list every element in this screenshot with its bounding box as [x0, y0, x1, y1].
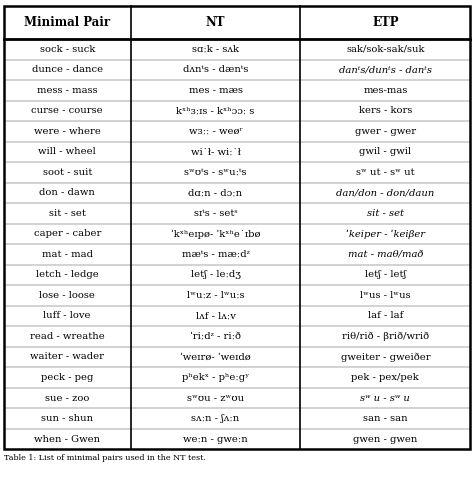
Text: peck - peg: peck - peg	[41, 373, 93, 382]
Text: gweiter - gweiðer: gweiter - gweiðer	[340, 352, 430, 362]
Text: lʌf - lʌːv: lʌf - lʌːv	[196, 312, 236, 320]
Text: san - san: san - san	[363, 414, 408, 423]
Text: sit - set: sit - set	[367, 209, 404, 218]
Text: mes-mas: mes-mas	[363, 86, 408, 95]
Text: mess - mass: mess - mass	[37, 86, 98, 95]
Text: sʷ u - sʷ u: sʷ u - sʷ u	[360, 393, 410, 403]
Text: ETP: ETP	[372, 16, 399, 29]
Text: ˈkˣʰeɪpø- ˈkˣʰe˙ɪbø: ˈkˣʰeɪpø- ˈkˣʰe˙ɪbø	[171, 229, 260, 239]
Text: sun - shun: sun - shun	[41, 414, 93, 423]
Text: sʌːn - ʃʌːn: sʌːn - ʃʌːn	[191, 414, 240, 423]
Text: sɑːk - sʌk: sɑːk - sʌk	[192, 45, 239, 54]
Text: ˈriːdᶻ - riːð: ˈriːdᶻ - riːð	[190, 332, 241, 341]
Text: pʰekˣ - pʰeːgʸ: pʰekˣ - pʰeːgʸ	[182, 373, 249, 382]
Text: NT: NT	[206, 16, 225, 29]
Text: sʷ ut - sʷ ut: sʷ ut - sʷ ut	[356, 168, 415, 177]
Text: sʷʊᵗs - sʷuːᵗs: sʷʊᵗs - sʷuːᵗs	[184, 168, 247, 177]
Text: don - dawn: don - dawn	[39, 188, 95, 197]
Text: weːn - gweːn: weːn - gweːn	[183, 434, 248, 444]
Text: ˈkeiper - ˈkeiβer: ˈkeiper - ˈkeiβer	[346, 229, 425, 239]
Text: lʷus - lʷus: lʷus - lʷus	[360, 291, 410, 300]
Text: danᵗs/dunᵗs - danᵗs: danᵗs/dunᵗs - danᵗs	[339, 65, 432, 75]
Text: sit - set: sit - set	[49, 209, 86, 218]
Text: pek - pex/pek: pek - pex/pek	[352, 373, 419, 382]
Text: dʌnᵗs - dænᵗs: dʌnᵗs - dænᵗs	[183, 65, 248, 75]
Text: ˈweɪrø- ˈweɪdø: ˈweɪrø- ˈweɪdø	[180, 353, 251, 361]
Text: gwil - gwil: gwil - gwil	[359, 148, 411, 156]
Text: when - Gwen: when - Gwen	[34, 434, 100, 444]
Text: mes - mæs: mes - mæs	[189, 86, 243, 95]
Text: kˣʰɜːɪs - kˣʰɔɔː s: kˣʰɜːɪs - kˣʰɔɔː s	[176, 106, 255, 115]
Text: laf - laf: laf - laf	[368, 312, 403, 320]
Text: luff - love: luff - love	[44, 312, 91, 320]
Text: curse - course: curse - course	[31, 106, 103, 115]
Text: waiter - wader: waiter - wader	[30, 353, 104, 361]
Text: dunce - dance: dunce - dance	[32, 65, 103, 75]
Text: mat - maθ/mað: mat - maθ/mað	[347, 250, 423, 259]
Text: were - where: were - where	[34, 127, 100, 136]
Text: sak/sok-sak/suk: sak/sok-sak/suk	[346, 45, 425, 54]
Text: wi˙ł- wiː˙ł: wi˙ł- wiː˙ł	[191, 148, 240, 156]
Text: will - wheel: will - wheel	[38, 148, 96, 156]
Text: riθ/rið - βrið/wrið: riθ/rið - βrið/wrið	[342, 332, 429, 341]
Text: letʃ - letʃ: letʃ - letʃ	[365, 270, 406, 280]
Text: Table 1: List of minimal pairs used in the NT test.: Table 1: List of minimal pairs used in t…	[4, 454, 206, 462]
Text: kers - kors: kers - kors	[359, 106, 412, 115]
Text: sue - zoo: sue - zoo	[45, 393, 90, 403]
Text: mat - mad: mat - mad	[42, 250, 93, 259]
Text: gwen - gwen: gwen - gwen	[353, 434, 418, 444]
Text: dɑːn - dɔːn: dɑːn - dɔːn	[189, 188, 243, 197]
Text: caper - caber: caper - caber	[34, 229, 101, 239]
Text: wɜːː - weøʳ: wɜːː - weøʳ	[189, 127, 243, 136]
Text: lose - loose: lose - loose	[39, 291, 95, 300]
Text: mæᵗs - mæːdᶻ: mæᵗs - mæːdᶻ	[182, 250, 249, 259]
Text: letch - ledge: letch - ledge	[36, 270, 99, 280]
Text: gwer - gwer: gwer - gwer	[355, 127, 416, 136]
Text: Minimal Pair: Minimal Pair	[24, 16, 110, 29]
Text: sʷʊu - zʷʊu: sʷʊu - zʷʊu	[187, 393, 244, 403]
Text: soot - suit: soot - suit	[43, 168, 92, 177]
Text: sɪᵗs - setˢ: sɪᵗs - setˢ	[194, 209, 237, 218]
Text: lʷuːz - lʷuːs: lʷuːz - lʷuːs	[187, 291, 245, 300]
Text: dan/don - don/daun: dan/don - don/daun	[336, 188, 435, 197]
Text: read - wreathe: read - wreathe	[30, 332, 105, 341]
Text: letʃ - leːdʒ: letʃ - leːdʒ	[191, 270, 240, 280]
Text: sock - suck: sock - suck	[39, 45, 95, 54]
